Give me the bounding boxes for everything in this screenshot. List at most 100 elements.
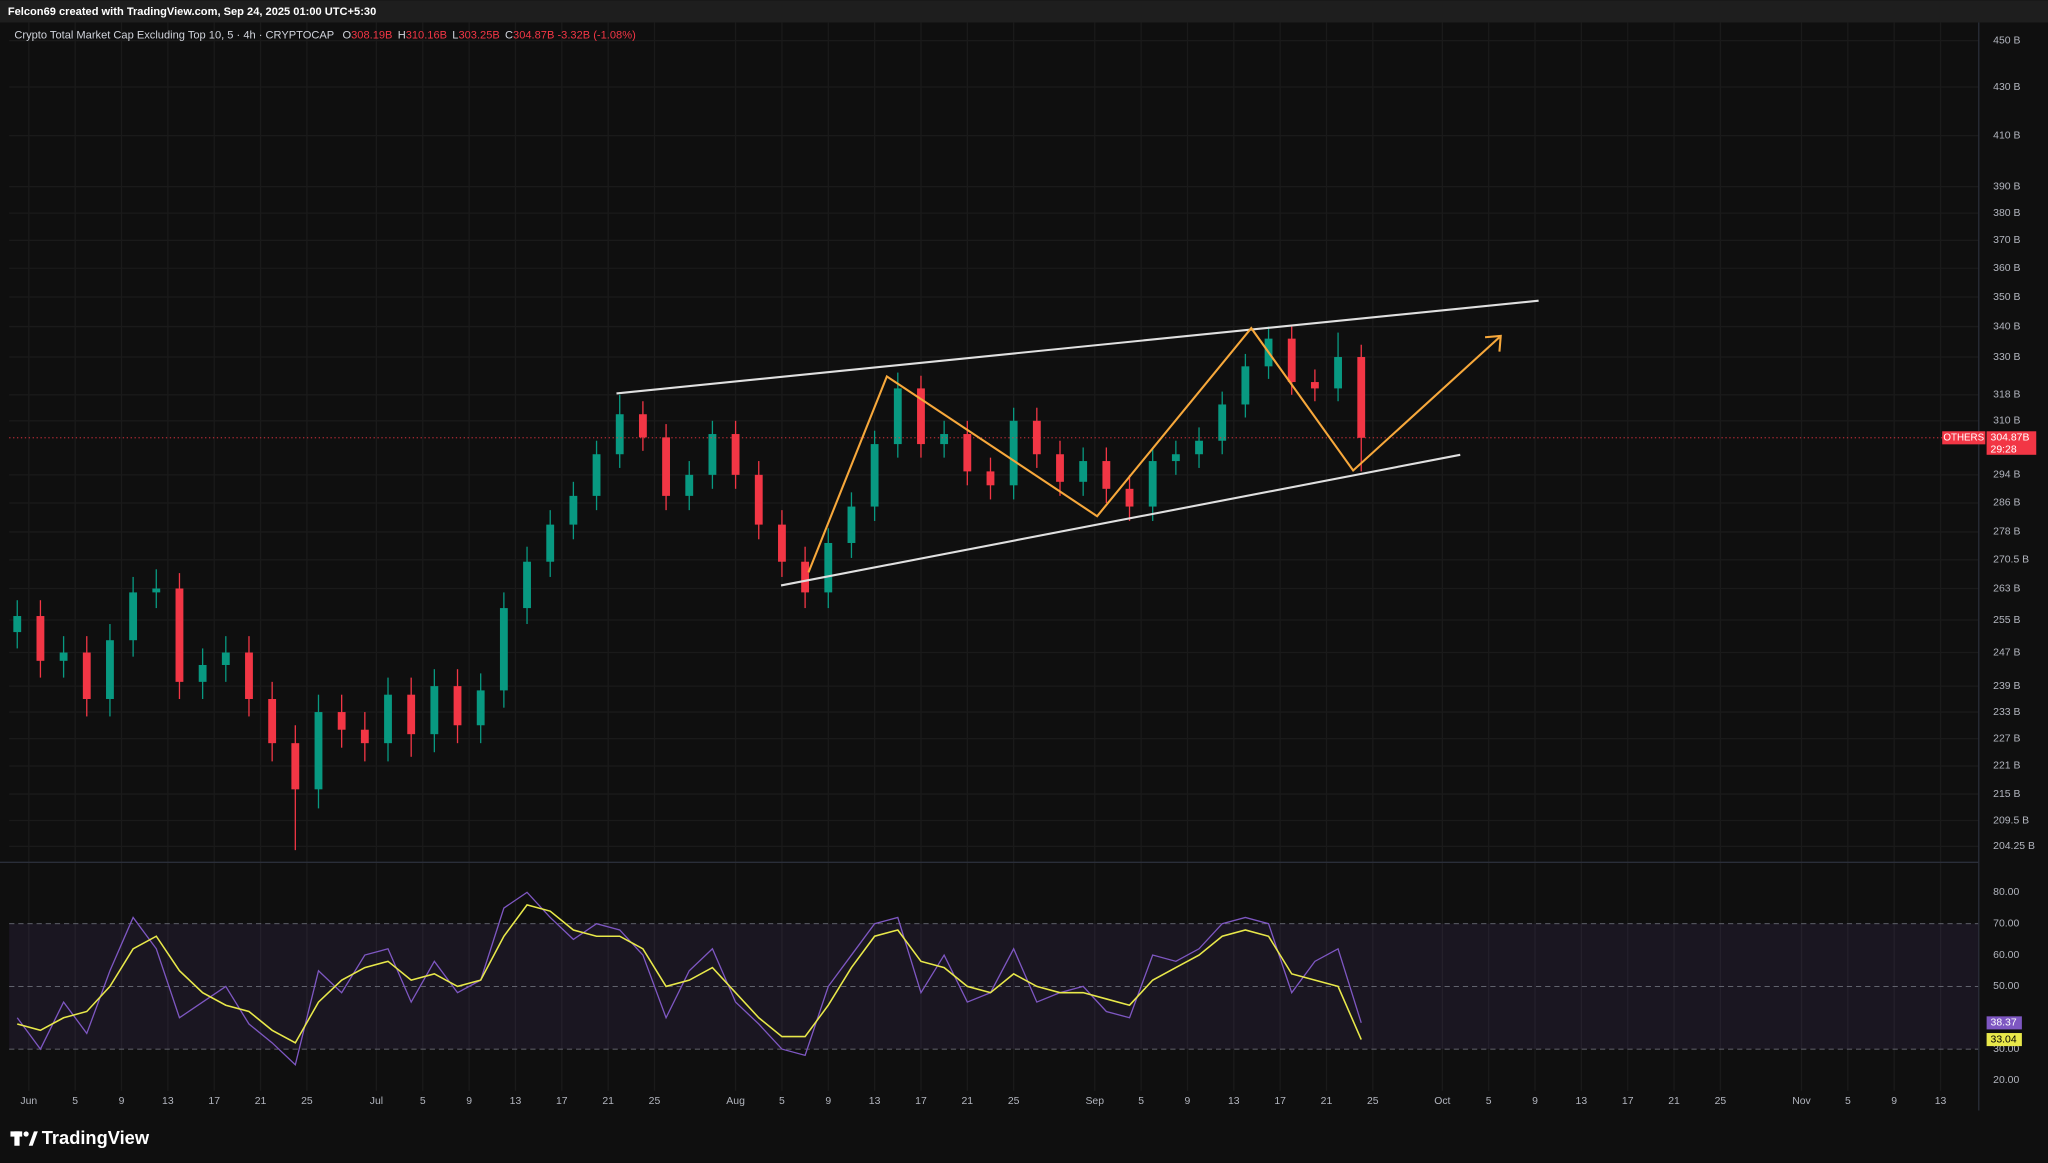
candle-body	[615, 414, 624, 455]
candle-body	[1195, 440, 1203, 455]
ohlc-value: 310.16B	[406, 29, 447, 41]
plot	[9, 326, 1979, 1067]
candle-body	[963, 434, 972, 472]
ohlc-value: 303.25B	[458, 29, 499, 41]
x-tick-label: Oct	[1434, 1096, 1450, 1107]
x-tick-label: 17	[556, 1096, 568, 1107]
candle-body	[360, 729, 369, 744]
candle-body	[337, 712, 346, 730]
candle-body	[1218, 404, 1227, 441]
rsi-value-label: 38.37	[1991, 1018, 2017, 1029]
ohlc-values: O308.19B H310.16B L303.25B C304.87B	[342, 29, 554, 41]
x-tick-label: Sep	[1085, 1096, 1104, 1107]
symbol-tag	[1942, 431, 1986, 445]
y-tick-label: 247 B	[1993, 647, 2020, 658]
y-tick-label: 278 B	[1993, 527, 2020, 538]
candle-body	[754, 474, 763, 525]
x-tick-label: Jul	[370, 1096, 383, 1107]
candle-body	[731, 434, 740, 475]
arrow-head	[1484, 334, 1502, 352]
candle-body	[662, 437, 670, 496]
x-tick-label: 5	[1138, 1096, 1144, 1107]
logo-part	[28, 1131, 38, 1146]
candle-body	[13, 616, 22, 633]
x-tick-label: 21	[1668, 1096, 1680, 1107]
x-tick-label: 5	[779, 1096, 785, 1107]
x-tick-label: 17	[208, 1096, 220, 1107]
price-label: 304.87B	[1991, 433, 2030, 444]
candle-body	[221, 652, 230, 665]
y-tick-label: 239 B	[1993, 681, 2020, 692]
x-tick-label: Jun	[20, 1096, 37, 1107]
candle-body	[1009, 420, 1018, 486]
top-bar	[0, 0, 2048, 23]
candle-body	[592, 454, 601, 496]
legend: Crypto Total Market Cap Excluding Top 10…	[14, 29, 635, 41]
ohlc-key: L	[452, 29, 458, 41]
candle-body	[82, 652, 91, 699]
candle-body	[175, 588, 184, 682]
x-tick-label: Aug	[726, 1096, 745, 1107]
candle-body	[407, 694, 416, 735]
candle-body	[847, 506, 856, 543]
candle-body	[430, 686, 439, 735]
candle-body	[1171, 454, 1180, 462]
x-tick-label: 13	[510, 1096, 522, 1107]
candle-body	[1102, 461, 1111, 489]
x-tick-label: 25	[1715, 1096, 1727, 1107]
zigzag-path	[807, 326, 1501, 573]
y-tick-label: 450 B	[1993, 35, 2020, 46]
candle-body	[129, 592, 138, 641]
y-tick-label: 215 B	[1993, 789, 2020, 800]
x-tick-label: 21	[1321, 1096, 1333, 1107]
y-tick-label: 330 B	[1993, 352, 2020, 363]
rsi-tick-label: 20.00	[1993, 1075, 2019, 1086]
brand: TradingView	[42, 1127, 150, 1148]
candle-body	[1357, 357, 1366, 438]
footer: TradingView	[10, 1127, 150, 1148]
x-tick-label: 17	[1622, 1096, 1634, 1107]
candle-body	[314, 712, 323, 790]
price-tag	[1986, 431, 2037, 455]
logo-part	[14, 1131, 20, 1146]
rsi-value-tag	[1986, 1033, 2022, 1047]
candle-body	[245, 652, 253, 699]
candle-body	[106, 640, 114, 699]
x-tick-label: 9	[825, 1096, 831, 1107]
x-tick-label: 5	[420, 1096, 426, 1107]
rsi-tick-label: 30.00	[1993, 1044, 2019, 1055]
rsi-tick-label: 80.00	[1993, 887, 2019, 898]
ohlc-key: C	[505, 29, 513, 41]
candle-body	[36, 616, 45, 661]
x-tick-label: 13	[1228, 1096, 1240, 1107]
candle-body	[546, 524, 555, 562]
x-tick-label: 9	[1532, 1096, 1538, 1107]
x-tick-label: 13	[869, 1096, 881, 1107]
y-tick-label: 310 B	[1993, 416, 2020, 427]
ohlc-key: O	[342, 29, 351, 41]
rsi-tick-label: 50.00	[1993, 981, 2019, 992]
candle-body	[1079, 461, 1088, 482]
y-tick-label: 430 B	[1993, 82, 2020, 93]
candle-body	[917, 388, 925, 445]
rsi-value-label: 33.04	[1991, 1034, 2017, 1045]
ohlc-value: 308.19B	[351, 29, 392, 41]
x-tick-label: 17	[1274, 1096, 1286, 1107]
x-tick-label: 21	[255, 1096, 267, 1107]
candle-body	[824, 542, 833, 593]
candle-body	[198, 664, 207, 682]
ohlc-value: 304.87B	[513, 29, 554, 41]
x-tick-label: 21	[961, 1096, 973, 1107]
candle-body	[152, 588, 161, 593]
candle-body	[523, 561, 531, 609]
y-tick-label: 360 B	[1993, 263, 2020, 274]
rsi-line	[17, 904, 1362, 1044]
header-text: Felcon69 created with TradingView.com, S…	[8, 6, 376, 18]
rsi-value-tag	[1986, 1016, 2022, 1030]
candle-body	[268, 698, 277, 744]
y-tick-label: 370 B	[1993, 235, 2020, 246]
y-tick-label: 340 B	[1993, 321, 2020, 332]
y-tick-label: 233 B	[1993, 707, 2020, 718]
axes: 450 B 430 B 410 B 390 B 380 B 370 B 360 B 350 B…	[20, 35, 2037, 1107]
y-tick-label: 270.5 B	[1993, 555, 2029, 566]
